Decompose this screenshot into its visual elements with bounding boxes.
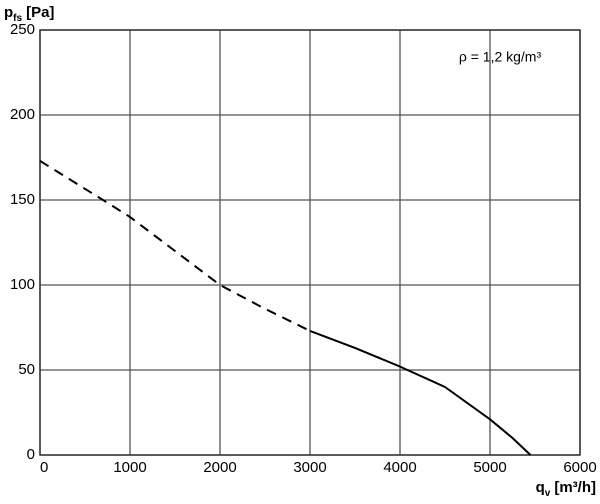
x-tick-label: 0 xyxy=(40,459,48,476)
curve xyxy=(309,329,532,456)
y-tick-label: 200 xyxy=(10,106,35,123)
x-axis-subscript: v xyxy=(545,488,551,499)
y-tick-label: 100 xyxy=(10,276,35,293)
y-axis-title: pfs [Pa] xyxy=(4,4,54,24)
x-tick-label: 1000 xyxy=(113,459,146,476)
y-axis-symbol: p xyxy=(4,4,13,21)
x-axis-title: qv [m³/h] xyxy=(536,479,596,499)
x-axis-symbol: q xyxy=(536,479,545,496)
y-tick-label: 250 xyxy=(10,21,35,38)
y-tick-label: 150 xyxy=(10,191,35,208)
x-tick-label: 5000 xyxy=(473,459,506,476)
y-tick-label: 0 xyxy=(27,446,35,463)
x-tick-label: 2000 xyxy=(203,459,236,476)
y-axis-subscript: fs xyxy=(13,13,22,24)
x-tick-label: 6000 xyxy=(563,459,596,476)
x-tick-label: 3000 xyxy=(293,459,326,476)
y-tick-label: 50 xyxy=(18,361,35,378)
y-axis-unit: [Pa] xyxy=(26,4,54,21)
x-tick-label: 4000 xyxy=(383,459,416,476)
x-axis-unit: [m³/h] xyxy=(554,479,596,496)
annotation: ρ = 1,2 kg/m³ xyxy=(459,49,542,65)
plot-frame xyxy=(39,29,581,456)
curve xyxy=(39,160,311,332)
